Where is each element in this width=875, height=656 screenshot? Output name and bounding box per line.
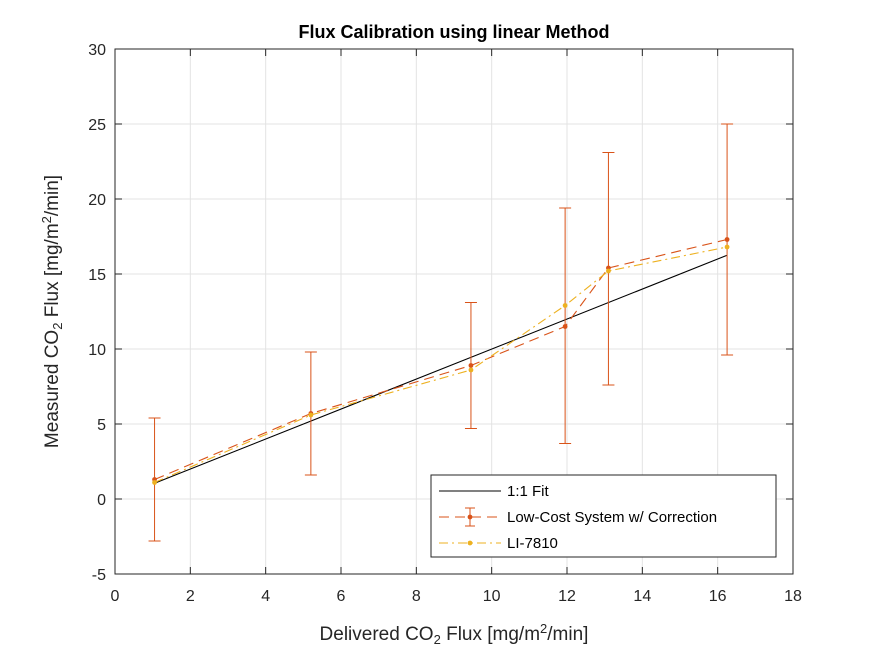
x-tick-label: 14 [633,588,651,605]
series-line [154,254,728,484]
y-label-mid: Flux [mg/m [42,223,63,322]
series-2 [152,244,730,485]
ticks: 0 2 4 6 8 10 12 14 16 18 -5 0 5 10 15 20 25 30 [88,42,802,605]
y-axis-label: Measured CO2 Flux [mg/m2/min] [39,175,65,448]
data-point [724,237,730,242]
x-label-suffix: /min] [547,624,588,645]
y-label-suffix: /min] [42,175,63,216]
data-point [308,412,314,418]
legend-marker [467,540,473,546]
legend-label: Low-Cost System w/ Correction [507,509,717,526]
y-tick-label: 20 [88,192,106,209]
series-line [154,238,728,481]
x-label-subscript: 2 [434,632,441,647]
legend-items: 1:1 Fit Low-Cost System w/ Correction LI-7… [439,483,717,552]
data-point [468,363,474,368]
series-0 [154,254,728,484]
legend: 1:1 Fit Low-Cost System w/ Correction LI-7… [430,474,777,558]
y-tick-label: 5 [97,417,106,434]
data-point [562,303,568,308]
series [148,123,734,542]
legend-label: LI-7810 [507,535,558,552]
data-point [562,324,568,329]
y-tick-label: 25 [88,117,106,134]
chart-title: Flux Calibration using linear Method [298,22,609,42]
legend-marker [467,514,473,520]
y-label-superscript: 2 [39,216,54,223]
series-line [154,246,728,484]
x-label-prefix: Delivered CO [320,624,434,645]
data-point [724,244,730,250]
data-point [468,367,474,373]
x-label-superscript: 2 [540,621,547,636]
x-tick-label: 16 [709,588,727,605]
x-tick-label: 12 [558,588,576,605]
y-tick-label: 10 [88,342,106,359]
x-tick-label: 0 [111,588,120,605]
x-tick-label: 4 [261,588,270,605]
y-label-prefix: Measured CO [42,330,63,448]
data-point [152,480,157,485]
y-label-subscript: 2 [50,323,65,330]
x-tick-label: 18 [784,588,802,605]
x-tick-label: 8 [412,588,421,605]
y-tick-label: 30 [88,42,106,59]
x-tick-label: 10 [483,588,501,605]
x-label-mid: Flux [mg/m [441,624,540,645]
x-tick-label: 2 [186,588,195,605]
plot-frame [114,48,794,575]
legend-label: 1:1 Fit [507,483,550,500]
y-tick-label: 0 [97,492,106,509]
series-1 [148,123,734,542]
y-tick-label: 15 [88,267,106,284]
x-tick-label: 6 [337,588,346,605]
y-tick-label: -5 [92,567,106,584]
data-point [606,268,611,274]
legend-box [430,474,777,558]
x-axis-label: Delivered CO2 Flux [mg/m2/min] [320,621,589,647]
